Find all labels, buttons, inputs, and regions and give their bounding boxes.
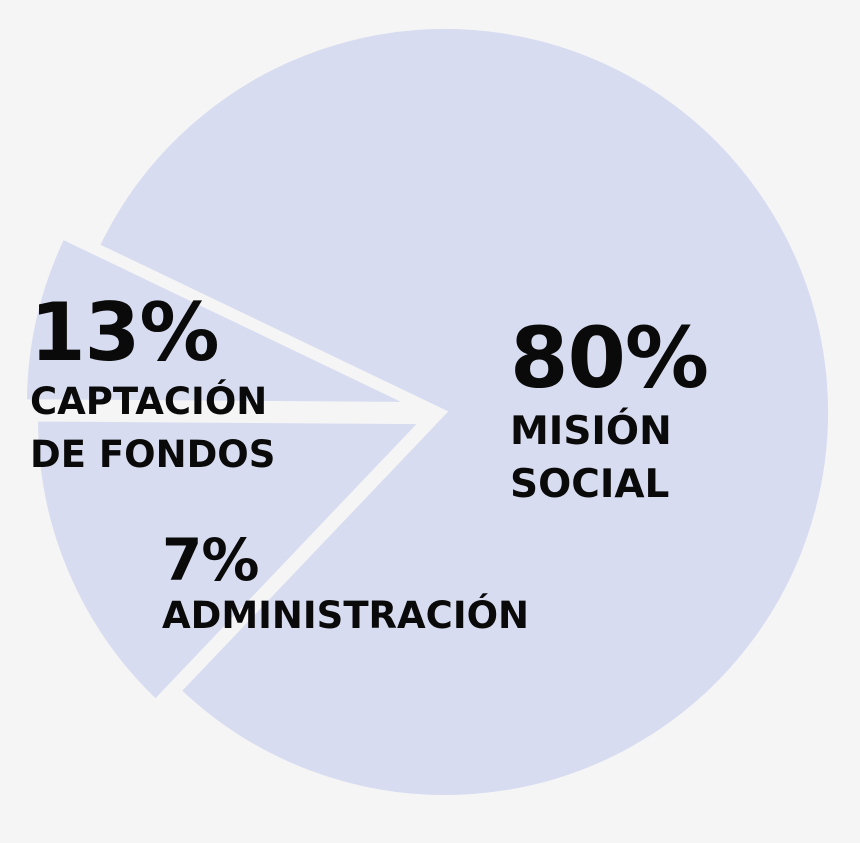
value-label-captacion-de-fondos: 13% xyxy=(30,286,218,379)
category-label-captacion-line-2: DE FONDOS xyxy=(30,433,275,476)
slice-label-mision-social: 80% MISIÓN SOCIAL xyxy=(510,309,709,507)
value-label-administracion: 7% xyxy=(162,526,258,594)
category-label-mision-social-line-2: SOCIAL xyxy=(510,462,669,507)
value-label-mision-social: 80% xyxy=(510,309,708,407)
slice-label-captacion-de-fondos: 13% CAPTACIÓN DE FONDOS xyxy=(30,286,275,476)
pie-slices xyxy=(22,25,832,799)
category-label-administracion: ADMINISTRACIÓN xyxy=(162,593,529,637)
slice-captacion-de-fondos xyxy=(34,417,426,704)
slice-mision-social xyxy=(95,25,832,799)
slice-label-administracion: 7% ADMINISTRACIÓN xyxy=(162,526,529,637)
slice-administracion xyxy=(22,234,411,406)
category-label-captacion-line-1: CAPTACIÓN xyxy=(30,379,267,423)
category-label-mision-social-line-1: MISIÓN xyxy=(510,407,672,454)
